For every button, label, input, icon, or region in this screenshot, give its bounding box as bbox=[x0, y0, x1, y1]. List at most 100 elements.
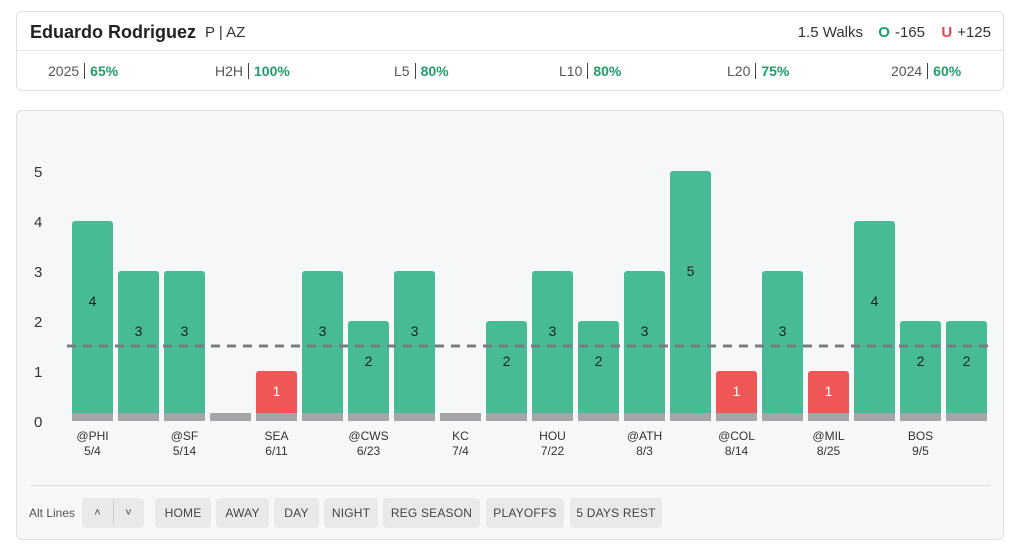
bar-baseline bbox=[762, 413, 803, 421]
bar[interactable] bbox=[716, 371, 757, 421]
bar-baseline bbox=[900, 413, 941, 421]
bar-baseline bbox=[808, 413, 849, 421]
bar-value-label: 1 bbox=[825, 383, 833, 399]
x-tick-date: 8/3 bbox=[636, 444, 653, 458]
bar-value-label: 5 bbox=[687, 263, 695, 279]
bar[interactable] bbox=[348, 321, 389, 421]
bar-value-label: 2 bbox=[365, 353, 373, 369]
bar-value-label: 4 bbox=[871, 293, 879, 309]
stat-l5: L5 80% bbox=[394, 63, 449, 79]
bar-baseline bbox=[854, 413, 895, 421]
stat-value: 65% bbox=[90, 63, 119, 79]
filter-night[interactable]: NIGHT bbox=[324, 498, 378, 528]
filter-playoffs[interactable]: PLAYOFFS bbox=[486, 498, 564, 528]
alt-lines-label: Alt Lines bbox=[29, 506, 76, 520]
stat-value: 60% bbox=[933, 63, 962, 79]
stat-2025: 2025 65% bbox=[48, 63, 118, 79]
game-log-chart-card: 0 1 2 3 4 5 4 @PHI 5/4 3 3 @SF 5/14 1 SEA 6/11 3 2 @CWS 6/2… bbox=[16, 110, 1004, 540]
over-odds-button[interactable]: O -165 bbox=[878, 24, 925, 41]
bar[interactable] bbox=[394, 271, 435, 421]
bar-value-label: 4 bbox=[89, 293, 97, 309]
under-odds-button[interactable]: U +125 bbox=[941, 24, 991, 41]
bar-value-label: 3 bbox=[181, 323, 189, 339]
bar-value-label: 2 bbox=[963, 353, 971, 369]
bar-value-label: 2 bbox=[917, 353, 925, 369]
stat-label: H2H bbox=[215, 63, 250, 79]
chevron-up-icon[interactable]: ˄ bbox=[94, 507, 101, 519]
stat-value: 80% bbox=[593, 63, 622, 79]
player-name[interactable]: Eduardo Rodriguez bbox=[30, 22, 196, 42]
bar-baseline bbox=[118, 413, 159, 421]
x-tick-opponent: BOS bbox=[908, 429, 933, 443]
bar-value-label: 3 bbox=[411, 323, 419, 339]
x-tick-date: 8/25 bbox=[817, 444, 841, 458]
bar-value-label: 3 bbox=[641, 323, 649, 339]
bar[interactable] bbox=[72, 221, 113, 421]
bar[interactable] bbox=[486, 321, 527, 421]
stat-l20: L20 75% bbox=[727, 63, 789, 79]
stat-label: 2025 bbox=[48, 63, 86, 79]
x-tick-date: 7/4 bbox=[452, 444, 469, 458]
x-tick-date: 5/4 bbox=[84, 444, 101, 458]
x-tick-date: 6/23 bbox=[357, 444, 381, 458]
bar-baseline bbox=[624, 413, 665, 421]
filter-reg-season[interactable]: REG SEASON bbox=[383, 498, 480, 528]
bar-baseline bbox=[164, 413, 205, 421]
x-tick-date: 5/14 bbox=[173, 444, 197, 458]
stat-2024: 2024 60% bbox=[891, 63, 961, 79]
bar-value-label: 1 bbox=[273, 383, 281, 399]
bar-baseline bbox=[72, 413, 113, 421]
bar[interactable] bbox=[762, 271, 803, 421]
filter-5-days-rest[interactable]: 5 DAYS REST bbox=[570, 498, 662, 528]
bar-baseline bbox=[716, 413, 757, 421]
stat-value: 100% bbox=[254, 63, 290, 79]
bar[interactable] bbox=[900, 321, 941, 421]
bar[interactable] bbox=[946, 321, 987, 421]
bar[interactable] bbox=[302, 271, 343, 421]
under-odds: +125 bbox=[957, 24, 991, 41]
player-header-card: Eduardo Rodriguez P | AZ 1.5 Walks O -165… bbox=[16, 11, 1004, 91]
bar[interactable] bbox=[854, 221, 895, 421]
over-odds: -165 bbox=[894, 24, 925, 41]
x-tick-opponent: @COL bbox=[718, 429, 755, 443]
y-tick-label: 5 bbox=[34, 164, 42, 181]
x-tick-opponent: @MIL bbox=[812, 429, 845, 443]
divider bbox=[31, 485, 991, 486]
player-header-row: Eduardo Rodriguez P | AZ 1.5 Walks O -165… bbox=[17, 12, 1003, 51]
bar[interactable] bbox=[808, 371, 849, 421]
x-tick-opponent: SEA bbox=[264, 429, 288, 443]
bar-value-label: 3 bbox=[549, 323, 557, 339]
filter-bar: Alt Lines ˄ ˅ HOME AWAY DAY NIGHT REG SE… bbox=[17, 497, 1003, 529]
bar-baseline bbox=[946, 413, 987, 421]
bar-baseline bbox=[532, 413, 573, 421]
stat-h2h: H2H 100% bbox=[215, 63, 290, 79]
filter-away[interactable]: AWAY bbox=[216, 498, 269, 528]
bar[interactable] bbox=[256, 371, 297, 421]
y-tick-label: 0 bbox=[34, 414, 42, 431]
bar-baseline bbox=[440, 413, 481, 421]
bar-baseline bbox=[394, 413, 435, 421]
chevron-down-icon[interactable]: ˅ bbox=[125, 507, 132, 519]
stat-label: 2024 bbox=[891, 63, 929, 79]
stat-label: L20 bbox=[727, 63, 757, 79]
x-tick-date: 6/11 bbox=[265, 444, 288, 458]
bar-baseline bbox=[256, 413, 297, 421]
x-tick-opponent: @PHI bbox=[76, 429, 108, 443]
bar[interactable] bbox=[670, 171, 711, 421]
x-tick-opponent: HOU bbox=[539, 429, 566, 443]
filter-home[interactable]: HOME bbox=[155, 498, 211, 528]
bar-baseline bbox=[670, 413, 711, 421]
stat-value: 75% bbox=[761, 63, 790, 79]
x-tick-date: 7/22 bbox=[541, 444, 565, 458]
bar-baseline bbox=[302, 413, 343, 421]
x-tick-opponent: @ATH bbox=[627, 429, 662, 443]
bar-baseline bbox=[348, 413, 389, 421]
y-tick-label: 2 bbox=[34, 314, 42, 331]
bar[interactable] bbox=[578, 321, 619, 421]
bar-value-label: 3 bbox=[319, 323, 327, 339]
filter-day[interactable]: DAY bbox=[274, 498, 319, 528]
hit-rate-stats: 2025 65% H2H 100% L5 80% L10 80% L20 75% 2024… bbox=[17, 52, 1003, 91]
over-icon: O bbox=[878, 24, 890, 41]
stat-value: 80% bbox=[420, 63, 449, 79]
